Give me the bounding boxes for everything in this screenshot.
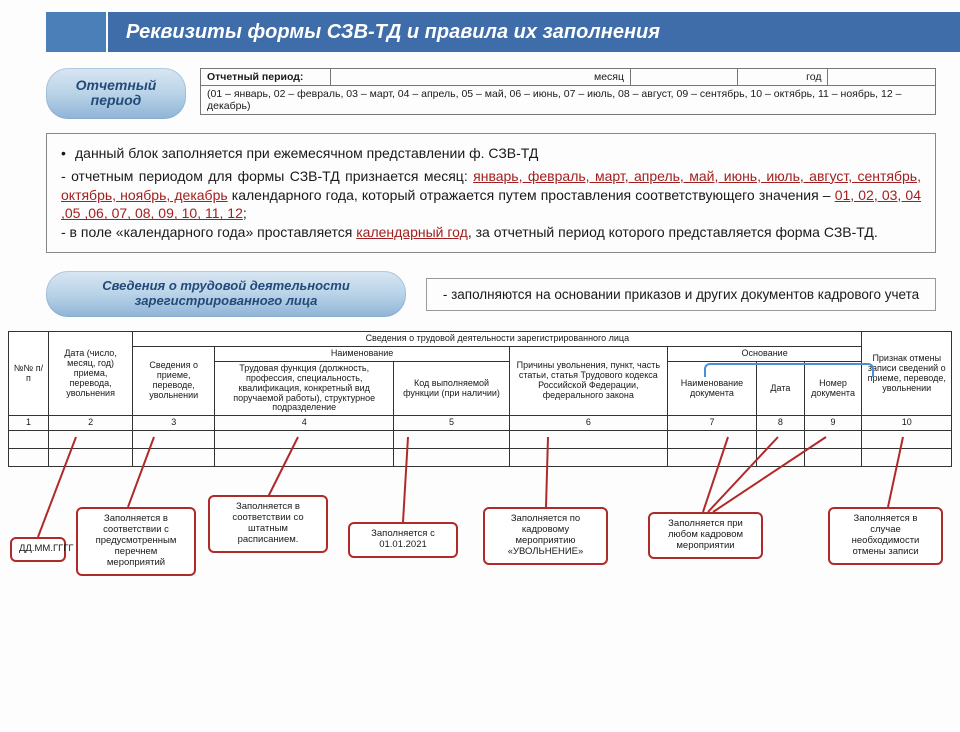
pill-reporting-period: Отчетный период — [46, 68, 186, 119]
period-row: Отчетный период Отчетный период: месяц г… — [46, 68, 936, 119]
th-osn: Основание — [667, 347, 862, 362]
callout-staffing: Заполняется в соответствии со штатным ра… — [208, 495, 328, 553]
period-month-cell: месяц — [331, 69, 631, 86]
big-table-wrap: №№ п/п Дата (число, месяц, год) приема, … — [8, 331, 952, 467]
num-9: 9 — [804, 416, 862, 431]
page-title: Реквизиты формы СЗВ-ТД и правила их запо… — [108, 12, 960, 52]
bracket-osnovanie — [704, 363, 874, 377]
period-table: Отчетный период: месяц год (01 – январь,… — [200, 68, 936, 115]
th-5: Код выполняемой функции (при наличии) — [394, 361, 510, 415]
th-4: Трудовая функция (должность, профессия, … — [215, 361, 394, 415]
th-10: Признак отмены записи сведений о приеме,… — [862, 332, 952, 416]
callout-any-event: Заполняется при любом кадровом мероприят… — [648, 512, 763, 559]
callout-event-list: Заполняется в соответствии с предусмотре… — [76, 507, 196, 576]
th-naim: Наименование — [215, 347, 510, 362]
num-10: 10 — [862, 416, 952, 431]
callouts-area: ДД.ММ.ГГГГ Заполняется в соответствии с … — [8, 467, 952, 617]
th-1: №№ п/п — [9, 332, 49, 416]
title-accent-block — [46, 12, 106, 52]
callout-from-2021: Заполняется с 01.01.2021 — [348, 522, 458, 558]
num-2: 2 — [48, 416, 132, 431]
work-activity-table: №№ п/п Дата (число, месяц, год) приема, … — [8, 331, 952, 467]
num-3: 3 — [133, 416, 215, 431]
num-4: 4 — [215, 416, 394, 431]
num-7: 7 — [667, 416, 756, 431]
sved-row: Сведения о трудовой деятельности зарегис… — [46, 271, 936, 317]
pill-sved: Сведения о трудовой деятельности зарегис… — [46, 271, 406, 317]
callout-cancel: Заполняется в случае необходимости отмен… — [828, 507, 943, 565]
num-6: 6 — [509, 416, 667, 431]
num-8: 8 — [757, 416, 804, 431]
period-empty-2 — [828, 69, 936, 86]
info-line-2e: ; — [243, 205, 247, 221]
th-6: Причины увольнения, пункт, часть статьи,… — [509, 347, 667, 416]
title-bar: Реквизиты формы СЗВ-ТД и правила их запо… — [0, 12, 960, 52]
th-3: Сведения о приеме, переводе, увольнении — [133, 347, 215, 416]
info-line-1: данный блок заполняется при ежемесячном … — [75, 144, 538, 163]
callout-date-format: ДД.ММ.ГГГГ — [10, 537, 66, 562]
callout-dismissal: Заполняется по кадровому мероприятию «УВ… — [483, 507, 608, 565]
th-2: Дата (число, месяц, год) приема, перевод… — [48, 332, 132, 416]
info-line-2a: - отчетным периодом для формы СЗВ-ТД при… — [61, 168, 473, 184]
info-box: •данный блок заполняется при ежемесячном… — [46, 133, 936, 253]
info-line-3a: - в поле «календарного года» проставляет… — [61, 224, 356, 240]
period-legend: (01 – январь, 02 – февраль, 03 – март, 0… — [201, 86, 936, 115]
num-1: 1 — [9, 416, 49, 431]
th-main: Сведения о трудовой деятельности зарегис… — [133, 332, 862, 347]
info-year-red: календарный год — [356, 224, 468, 240]
sved-right-text: - заполняются на основании приказов и др… — [426, 278, 936, 311]
period-year-cell: год — [738, 69, 828, 86]
period-empty-1 — [631, 69, 738, 86]
period-label: Отчетный период: — [201, 69, 331, 86]
num-5: 5 — [394, 416, 510, 431]
info-line-3c: , за отчетный период которого представля… — [468, 224, 878, 240]
info-line-2c: календарного года, который отражается пу… — [228, 187, 835, 203]
